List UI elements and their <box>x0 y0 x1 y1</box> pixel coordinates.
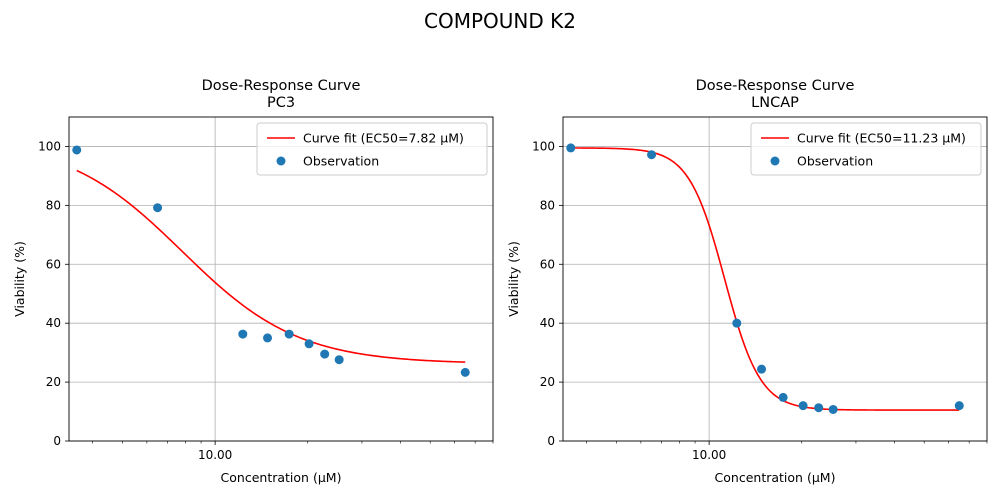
observation-point <box>732 318 742 328</box>
observation-point <box>284 329 294 339</box>
observation-point <box>153 203 163 213</box>
legend-label-curve: Curve fit (EC50=11.23 µM) <box>797 131 966 146</box>
observation-point <box>647 150 657 160</box>
x-tick-label: 10.00 <box>692 448 726 462</box>
y-tick-label: 60 <box>540 257 555 271</box>
y-tick-label: 80 <box>46 198 61 212</box>
chart-panel-lncap: 0 20 40 60 80 100 10.00 Dose-Response CurveLNCA… <box>506 78 988 485</box>
legend-marker-swatch <box>770 156 780 166</box>
observation-point <box>798 401 808 411</box>
legend: Curve fit (EC50=7.82 µM) Observation <box>256 122 488 176</box>
legend: Curve fit (EC50=11.23 µM) Observation <box>750 122 982 176</box>
observation-point <box>460 367 470 377</box>
y-tick-label: 20 <box>46 375 61 389</box>
y-tick-label: 60 <box>46 257 61 271</box>
y-axis-label: Viability (%) <box>12 241 27 317</box>
y-tick-label: 0 <box>547 434 555 448</box>
observation-point <box>814 403 824 413</box>
chart-title: Dose-Response Curve <box>202 78 361 94</box>
observation-point <box>778 392 788 402</box>
observation-point <box>828 404 838 414</box>
x-axis-label: Concentration (µM) <box>715 470 836 485</box>
x-tick-label: 10.00 <box>198 448 232 462</box>
observation-point <box>320 349 330 359</box>
y-tick-label: 20 <box>540 375 555 389</box>
chart-subtitle: PC3 <box>267 95 295 111</box>
chart-subtitle: LNCAP <box>751 95 799 111</box>
legend-label-curve: Curve fit (EC50=7.82 µM) <box>303 131 464 146</box>
observation-point <box>954 401 964 411</box>
y-tick-label: 40 <box>46 316 61 330</box>
y-tick-label: 40 <box>540 316 555 330</box>
observation-point <box>263 333 273 343</box>
y-tick-label: 80 <box>540 198 555 212</box>
observation-point <box>334 355 344 365</box>
figure-suptitle: COMPOUND K2 <box>424 9 576 33</box>
y-tick-label: 100 <box>38 139 61 153</box>
x-axis-label: Concentration (µM) <box>221 470 342 485</box>
legend-label-observation: Observation <box>797 154 873 169</box>
curve-fit-line <box>76 169 466 363</box>
observation-point <box>238 329 248 339</box>
plot-frame <box>562 116 988 442</box>
legend-label-observation: Observation <box>303 154 379 169</box>
curve-fit-line <box>570 147 960 411</box>
y-tick-label: 0 <box>53 434 61 448</box>
legend-box <box>750 122 982 176</box>
y-tick-label: 100 <box>532 139 555 153</box>
chart-title: Dose-Response Curve <box>696 78 855 94</box>
plot-frame <box>68 116 494 442</box>
observation-point <box>566 143 576 153</box>
y-axis-label: Viability (%) <box>506 241 521 317</box>
observation-point <box>72 145 82 155</box>
legend-box <box>256 122 488 176</box>
observation-point <box>304 339 314 349</box>
observation-point <box>757 364 767 374</box>
legend-marker-swatch <box>276 156 286 166</box>
